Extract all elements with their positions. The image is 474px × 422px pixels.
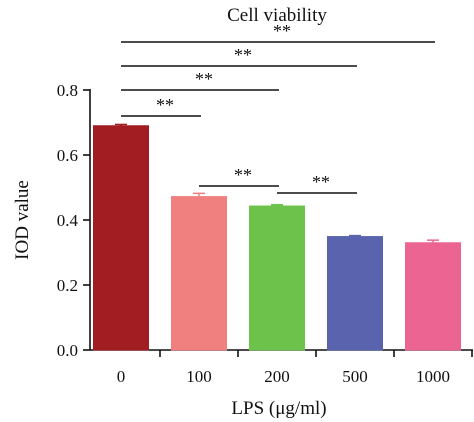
y-tick-label: 0.6 (57, 146, 78, 165)
significance-label: ** (273, 21, 291, 41)
bar-500 (327, 236, 383, 351)
x-tick-label-200: 200 (264, 367, 290, 386)
chart-title: Cell viability (227, 5, 327, 26)
x-tick-label-1000: 1000 (416, 367, 450, 386)
significance-label: ** (195, 69, 213, 89)
y-tick-label: 0.4 (57, 211, 79, 230)
bar-200 (249, 205, 305, 351)
y-axis-label: IOD value (12, 180, 33, 260)
significance-label: ** (156, 95, 174, 115)
bar-100 (171, 196, 227, 351)
y-tick-label: 0.0 (57, 341, 78, 360)
significance-label: ** (312, 172, 330, 192)
x-tick-label-500: 500 (342, 367, 368, 386)
significance-label: ** (234, 45, 252, 65)
y-tick-label: 0.8 (57, 81, 78, 100)
plot-area: 0.0 0.2 0.4 0.6 0.8 0 100 200 500 1000 ** ** ** ** ** *… (57, 21, 473, 386)
bar-1000 (405, 242, 461, 351)
x-axis-label: LPS (μg/ml) (231, 398, 326, 419)
y-tick-label: 0.2 (57, 276, 78, 295)
x-tick-label-100: 100 (186, 367, 212, 386)
bar-0 (93, 125, 149, 351)
x-tick-label-0: 0 (117, 367, 126, 386)
significance-label: ** (234, 165, 252, 185)
